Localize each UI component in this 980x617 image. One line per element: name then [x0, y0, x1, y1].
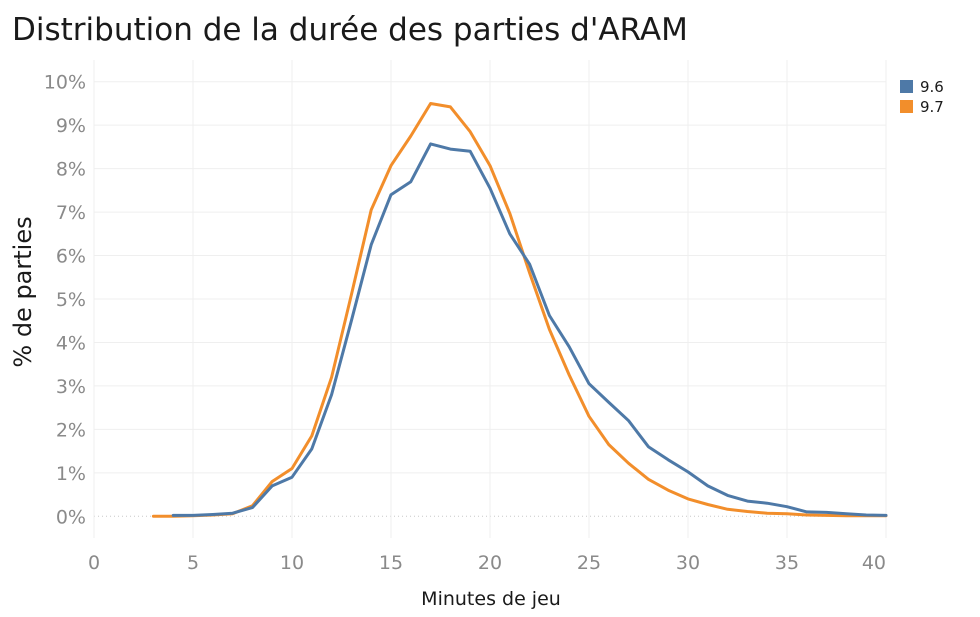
- y-tick-label: 3%: [56, 376, 86, 398]
- y-tick-label: 1%: [56, 463, 86, 485]
- x-tick-label: 35: [775, 552, 799, 574]
- x-tick-label: 25: [577, 552, 601, 574]
- series-line-9-7: [151, 102, 888, 518]
- x-tick-label: 15: [379, 552, 403, 574]
- legend-label: 9.7: [920, 98, 944, 116]
- y-axis-ticks: 0% 1% 2% 3% 4% 5% 6% 7% 8% 9% 10%: [44, 72, 86, 529]
- y-tick-label: 10%: [44, 72, 86, 94]
- chart-title: Distribution de la durée des parties d'A…: [12, 12, 688, 48]
- series-line-9-6: [171, 142, 888, 517]
- legend-swatch: [900, 80, 913, 93]
- y-tick-label: 5%: [56, 289, 86, 311]
- y-tick-label: 7%: [56, 202, 86, 224]
- y-tick-label: 9%: [56, 115, 86, 137]
- x-tick-label: 30: [676, 552, 700, 574]
- y-tick-label: 6%: [56, 246, 86, 268]
- series-lines: [151, 102, 888, 518]
- y-tick-label: 2%: [56, 419, 86, 441]
- y-tick-label: 4%: [56, 332, 86, 354]
- x-axis-label: Minutes de jeu: [421, 588, 561, 610]
- legend-label: 9.6: [920, 78, 944, 96]
- y-tick-label: 8%: [56, 159, 86, 181]
- x-tick-label: 0: [88, 552, 100, 574]
- x-tick-label: 5: [187, 552, 199, 574]
- x-tick-label: 40: [862, 552, 886, 574]
- y-axis-label: % de parties: [9, 216, 37, 367]
- legend-swatch: [900, 100, 913, 113]
- x-axis-ticks: 0 5 10 15 20 25 30 35 40: [88, 552, 886, 574]
- grid: [93, 60, 887, 538]
- x-tick-label: 20: [478, 552, 502, 574]
- y-tick-label: 0%: [56, 506, 86, 528]
- legend: 9.69.7: [900, 78, 944, 116]
- x-tick-label: 10: [280, 552, 304, 574]
